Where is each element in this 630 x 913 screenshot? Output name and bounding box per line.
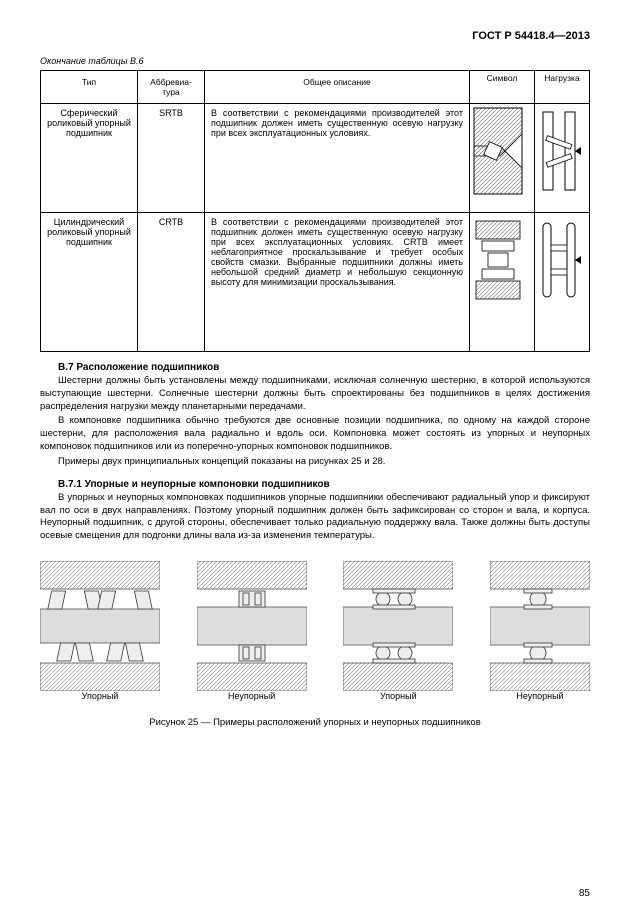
bearing-table: Тип Аббревиа- тура Общее описание Символ… — [40, 70, 590, 352]
bearing-assembly-1-icon — [40, 561, 160, 691]
table-caption: Окончание таблицы В.6 — [40, 56, 590, 66]
table-row: Сферический роликовый упорный подшипник … — [41, 104, 590, 213]
col-header-desc: Общее описание — [205, 71, 470, 104]
cell-abbr: SRTB — [138, 104, 205, 213]
srtb-symbol-icon — [472, 106, 524, 196]
figure-label: Неупорный — [490, 691, 590, 701]
figure-subpart-4: Неупорный — [490, 561, 590, 701]
figure-label: Неупорный — [197, 691, 307, 701]
paragraph: В упорных и неупорных компоновках подшип… — [40, 492, 590, 543]
srtb-load-icon — [537, 106, 581, 196]
cell-load — [535, 104, 590, 213]
bearing-assembly-2-icon — [197, 561, 307, 691]
figure-25: Упорный Неупорный — [40, 561, 590, 701]
figure-subpart-3: Упорный — [343, 561, 453, 701]
cell-type: Сферический роликовый упорный подшипник — [41, 104, 138, 213]
cell-load — [535, 213, 590, 352]
table-header-row: Тип Аббревиа- тура Общее описание Символ… — [41, 71, 590, 104]
col-header-abbr: Аббревиа- тура — [138, 71, 205, 104]
crtb-symbol-icon — [472, 215, 524, 305]
col-header-load: Нагрузка — [535, 71, 590, 104]
figure-subpart-1: Упорный — [40, 561, 160, 701]
figure-caption: Рисунок 25 — Примеры расположений упорны… — [40, 717, 590, 728]
paragraph: В компоновке подшипника обычно требуются… — [40, 415, 590, 453]
figure-subpart-2: Неупорный — [197, 561, 307, 701]
section-b71-heading: В.7.1 Упорные и неупорные компоновки под… — [40, 479, 590, 490]
col-header-symbol: Символ — [470, 71, 535, 104]
bearing-assembly-4-icon — [490, 561, 590, 691]
cell-type: Цилиндрический роликовый упорный подшипн… — [41, 213, 138, 352]
section-b7-heading: В.7 Расположение подшипников — [40, 362, 590, 373]
figure-label: Упорный — [40, 691, 160, 701]
crtb-load-icon — [537, 215, 581, 305]
document-standard-ref: ГОСТ Р 54418.4—2013 — [40, 30, 590, 42]
figure-label: Упорный — [343, 691, 453, 701]
cell-symbol — [470, 104, 535, 213]
cell-symbol — [470, 213, 535, 352]
paragraph: Примеры двух принципиальных концепций по… — [40, 456, 590, 469]
paragraph: Шестерни должны быть установлены между п… — [40, 375, 590, 413]
bearing-assembly-3-icon — [343, 561, 453, 691]
cell-desc: В соответствии с рекомендациями производ… — [205, 104, 470, 213]
page-number: 85 — [579, 888, 590, 899]
table-row: Цилиндрический роликовый упорный подшипн… — [41, 213, 590, 352]
col-header-type: Тип — [41, 71, 138, 104]
cell-desc: В соответствии с рекомендациями производ… — [205, 213, 470, 352]
cell-abbr: CRTB — [138, 213, 205, 352]
